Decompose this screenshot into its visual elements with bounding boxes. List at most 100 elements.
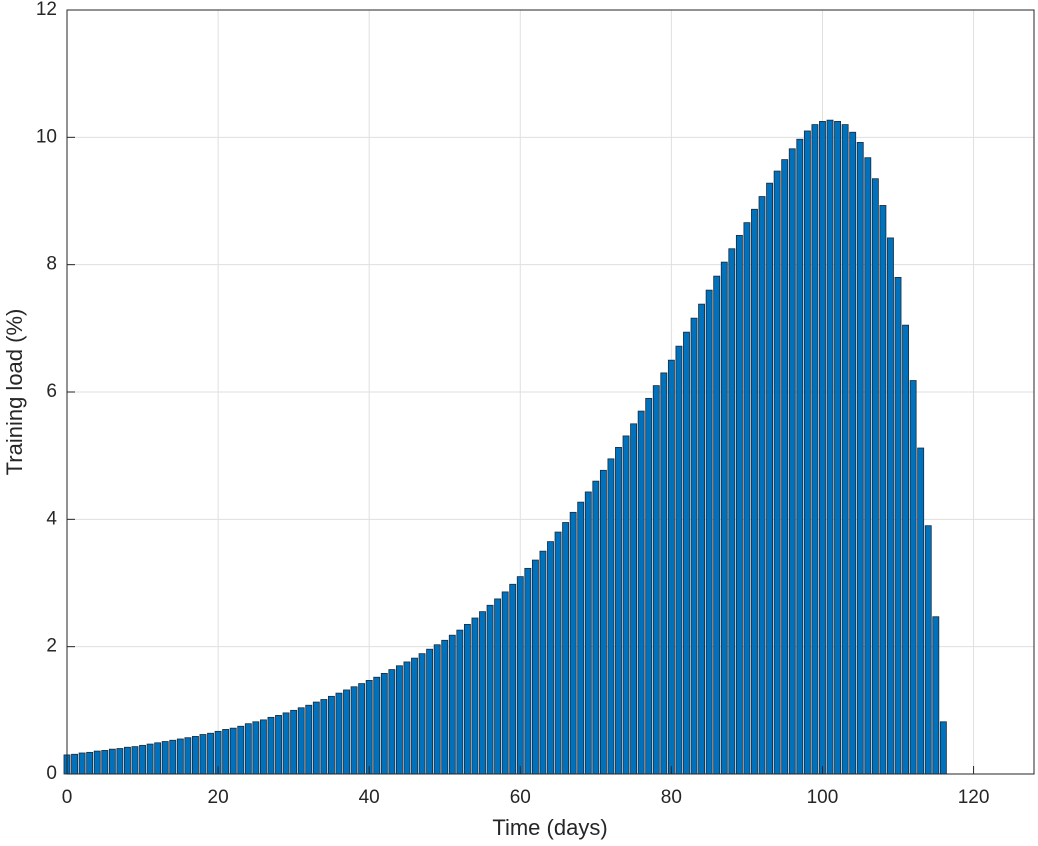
bar: [93, 750, 101, 775]
bar: [199, 734, 207, 775]
bar: [244, 723, 252, 775]
y-tick-label: 4: [46, 508, 57, 529]
bar: [675, 345, 683, 775]
bar: [267, 716, 275, 775]
bar: [184, 737, 192, 775]
bar: [773, 170, 781, 775]
bar: [297, 707, 305, 775]
bar: [751, 208, 758, 775]
bar: [176, 738, 184, 775]
bar: [373, 676, 381, 775]
bar: [124, 746, 131, 775]
bar: [403, 661, 411, 775]
bar: [395, 665, 403, 775]
bar: [917, 447, 925, 775]
bar: [259, 719, 267, 775]
bar: [743, 222, 751, 775]
bar: [516, 576, 524, 775]
bar: [237, 725, 245, 775]
bar: [486, 604, 494, 775]
bar: [524, 567, 532, 775]
bar: [71, 753, 78, 775]
bar: [426, 648, 434, 775]
bar: [471, 617, 479, 775]
x-tick-label: 20: [208, 787, 229, 808]
bar: [690, 317, 698, 775]
bar: [856, 142, 864, 775]
bar: [705, 289, 713, 775]
bar: [894, 276, 902, 775]
bar: [305, 704, 313, 775]
x-tick-label: 0: [62, 787, 73, 808]
y-tick-label: 8: [46, 254, 57, 275]
x-tick-label: 60: [510, 787, 531, 808]
bar: [871, 178, 879, 775]
bar: [841, 124, 849, 775]
bar: [494, 598, 502, 775]
bar: [358, 683, 366, 775]
bar: [902, 324, 909, 775]
bar: [569, 511, 577, 775]
bar: [531, 559, 539, 775]
bars: [63, 119, 947, 775]
bar: [864, 157, 872, 775]
bar: [577, 501, 585, 775]
bar: [222, 729, 230, 775]
y-tick-label: 10: [36, 126, 57, 147]
bar: [599, 469, 607, 775]
x-tick-label: 80: [661, 787, 682, 808]
bar: [388, 669, 396, 775]
bar: [683, 331, 690, 775]
y-axis-label: Training load (%): [2, 309, 27, 476]
bar: [735, 234, 743, 775]
bar: [365, 680, 373, 775]
bar: [607, 458, 615, 775]
y-tick-label: 0: [46, 763, 57, 784]
bar: [539, 550, 547, 775]
bar: [169, 739, 177, 775]
bar: [781, 159, 789, 775]
bar: [924, 525, 932, 775]
bar: [509, 583, 517, 775]
bar: [909, 380, 917, 775]
bar: [479, 611, 486, 775]
bar: [282, 712, 290, 775]
bar: [275, 715, 282, 775]
bar: [630, 423, 638, 775]
bar: [645, 397, 653, 775]
bar: [463, 623, 471, 775]
bar: [101, 750, 109, 775]
bar: [312, 701, 320, 775]
x-tick-label: 100: [807, 787, 839, 808]
bar: [766, 182, 774, 775]
bar: [811, 124, 819, 775]
bar: [615, 446, 622, 775]
bar: [932, 616, 940, 775]
bar: [380, 673, 388, 775]
bar: [592, 480, 600, 775]
bar: [698, 303, 706, 775]
bar: [819, 121, 826, 775]
bar: [139, 744, 146, 775]
bar: [652, 385, 660, 775]
bar: [78, 752, 86, 775]
bar: [728, 248, 736, 775]
bar: [418, 653, 426, 775]
bar: [433, 644, 441, 775]
bar: [456, 629, 464, 775]
y-tick-label: 2: [46, 636, 57, 657]
bar: [252, 721, 260, 775]
bar: [584, 491, 592, 775]
bar: [796, 138, 804, 775]
bar: [720, 261, 728, 775]
bar: [146, 743, 154, 775]
bar: [154, 742, 162, 775]
x-axis-label: Time (days): [492, 815, 607, 840]
bar: [501, 591, 509, 775]
bar: [229, 727, 237, 775]
bar: [637, 410, 645, 775]
bar: [108, 748, 116, 775]
bar: [116, 748, 124, 775]
bar: [411, 657, 418, 775]
